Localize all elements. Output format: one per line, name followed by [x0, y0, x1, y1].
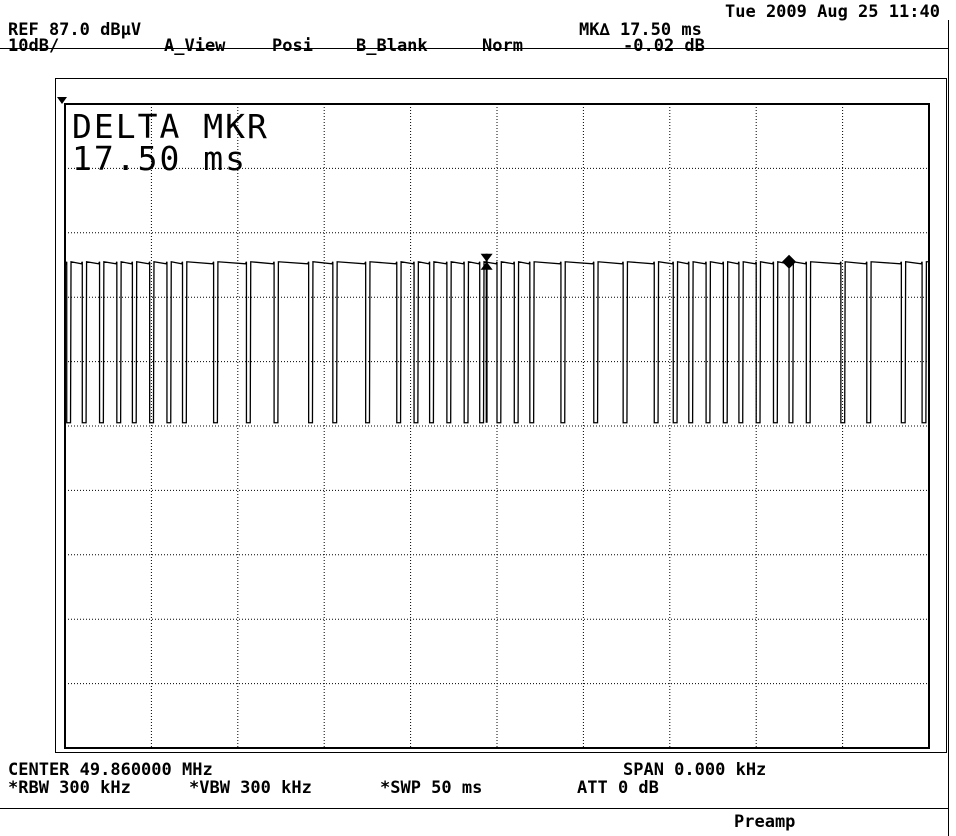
trace-line — [64, 260, 929, 424]
footer-separator — [0, 808, 948, 809]
scale-readout: 10dB/ — [8, 36, 60, 56]
a-view-mode: A_View — [164, 36, 226, 56]
span-readout: SPAN 0.000 kHz — [623, 760, 767, 780]
marker-delta-level-readout: -0.02 dB — [623, 36, 705, 56]
detector-mode: Posi — [272, 36, 313, 56]
delta-marker-diamond-icon — [782, 254, 797, 269]
reference-marker-icon — [480, 253, 493, 270]
delta-marker-value: 17.50 ms — [72, 139, 247, 178]
right-panel-edge — [948, 20, 949, 836]
center-frequency-readout: CENTER 49.860000 MHz — [8, 760, 213, 780]
marker-delta-time-readout: MK∆ 17.50 ms — [579, 20, 702, 40]
reference-level-readout: REF 87.0 dBµV — [8, 20, 142, 40]
rbw-readout: *RBW 300 kHz — [8, 778, 131, 798]
datetime-readout: Tue 2009 Aug 25 11:40 — [725, 2, 940, 22]
attenuation-readout: ATT 0 dB — [577, 778, 659, 798]
sweep-mode: Norm — [482, 36, 523, 56]
screen-bezel — [55, 78, 947, 753]
preamp-indicator: Preamp — [734, 812, 796, 832]
delta-marker-title: DELTA MKR — [72, 107, 269, 146]
plot-frame — [64, 103, 930, 749]
vbw-readout: *VBW 300 kHz — [189, 778, 312, 798]
reference-level-triangle-icon — [57, 97, 67, 104]
markers — [480, 253, 797, 423]
b-blank-mode: B_Blank — [356, 36, 428, 56]
graticule — [65, 104, 929, 748]
sweep-time-readout: *SWP 50 ms — [380, 778, 483, 798]
header-separator — [0, 48, 948, 49]
